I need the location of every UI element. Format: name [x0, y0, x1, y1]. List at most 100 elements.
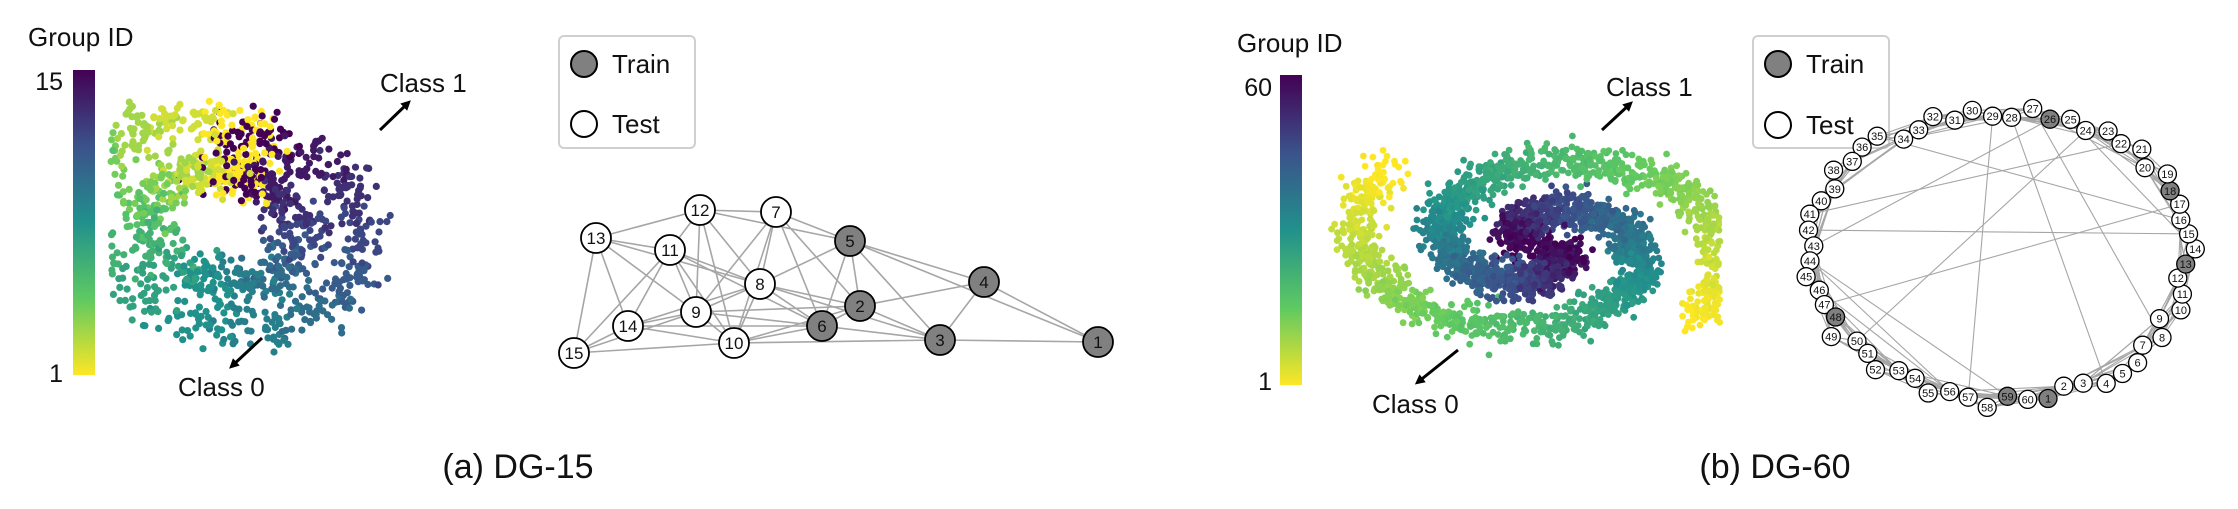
- graph-node-label: 10: [2175, 305, 2187, 317]
- scatter-point: [1397, 178, 1404, 185]
- scatter-point: [263, 200, 270, 207]
- scatter-point: [1711, 307, 1718, 314]
- scatter-point: [150, 113, 157, 120]
- scatter-point: [192, 275, 199, 282]
- scatter-point: [1445, 245, 1452, 252]
- scatter-point: [163, 287, 170, 294]
- scatter-point: [114, 191, 121, 198]
- scatter-point: [249, 268, 256, 275]
- scatter-point: [1430, 213, 1437, 220]
- scatter-point: [118, 163, 125, 170]
- graph-node-label: 60: [2022, 394, 2034, 406]
- legend-train-marker-b: [1765, 51, 1791, 77]
- scatter-point: [1640, 247, 1647, 254]
- scatter-point: [215, 166, 222, 173]
- scatter-point: [283, 171, 290, 178]
- scatter-point: [359, 277, 366, 284]
- scatter-point: [1543, 218, 1550, 225]
- scatter-point: [1577, 183, 1584, 190]
- scatter-point: [284, 148, 291, 155]
- scatter-point: [1674, 176, 1681, 183]
- scatter-point: [165, 317, 172, 324]
- scatter-point: [1682, 202, 1689, 209]
- scatter-point: [368, 219, 375, 226]
- scatter-point: [238, 255, 245, 262]
- scatter-point: [372, 249, 379, 256]
- scatter-point: [1508, 204, 1515, 211]
- scatter-point: [155, 325, 162, 332]
- scatter-point: [1558, 243, 1565, 250]
- scatter-point: [1376, 233, 1383, 240]
- scatter-point: [1485, 270, 1492, 277]
- scatter-point: [1643, 254, 1650, 261]
- scatter-point: [1507, 318, 1514, 325]
- scatter-point: [1703, 279, 1710, 286]
- scatter-point: [360, 267, 367, 274]
- scatter-point: [213, 191, 220, 198]
- scatter-point: [1499, 293, 1506, 300]
- scatter-point: [1518, 277, 1525, 284]
- scatter-point: [1434, 314, 1441, 321]
- graph-node-label: 19: [2161, 169, 2173, 181]
- scatter-point: [1683, 301, 1690, 308]
- class0-arrow-b: [1418, 350, 1458, 382]
- scatter-point: [1478, 254, 1485, 261]
- scatter-point: [1522, 229, 1529, 236]
- scatter-point: [1540, 328, 1547, 335]
- scatter-point: [1623, 205, 1630, 212]
- scatter-point: [1409, 287, 1416, 294]
- scatter-point: [1713, 247, 1720, 254]
- scatter-point: [274, 239, 281, 246]
- scatter-point: [133, 234, 140, 241]
- scatter-point: [1455, 247, 1462, 254]
- scatter-point: [182, 177, 189, 184]
- scatter-point: [1426, 190, 1433, 197]
- scatter-point: [1609, 208, 1616, 215]
- scatter-point: [1705, 203, 1712, 210]
- scatter-point: [338, 220, 345, 227]
- scatter-point: [1440, 250, 1447, 257]
- scatter-point: [1630, 299, 1637, 306]
- scatter-point: [230, 110, 237, 117]
- scatter-point: [181, 194, 188, 201]
- scatter-point: [134, 221, 141, 228]
- scatter-point: [154, 308, 161, 315]
- scatter-point: [1486, 171, 1493, 178]
- graph-node-label: 41: [1804, 209, 1816, 221]
- scatter-point: [1458, 326, 1465, 333]
- scatter-point: [1547, 289, 1554, 296]
- scatter-point: [171, 255, 178, 262]
- scatter-point: [1376, 189, 1383, 196]
- legend-test-label-b: Test: [1806, 110, 1854, 140]
- scatter-point: [1457, 238, 1464, 245]
- scatter-point: [1470, 307, 1477, 314]
- scatter-point: [1567, 221, 1574, 228]
- scatter-point: [1648, 157, 1655, 164]
- scatter-point: [1466, 341, 1473, 348]
- scatter-point: [316, 172, 323, 179]
- scatter-point: [170, 284, 177, 291]
- scatter-point: [1648, 242, 1655, 249]
- scatter-point: [286, 291, 293, 298]
- scatter-point: [1531, 327, 1538, 334]
- scatter-point: [1586, 155, 1593, 162]
- scatter-point: [1577, 306, 1584, 313]
- scatter-point: [1515, 308, 1522, 315]
- caption-a: (a) DG-15: [442, 448, 593, 486]
- scatter-point: [189, 125, 196, 132]
- scatter-point: [1451, 212, 1458, 219]
- panel-b: Group ID 60 1 Class 1 Class 0 Train Test…: [1237, 28, 2204, 486]
- scatter-point: [287, 222, 294, 229]
- scatter-point: [325, 241, 332, 248]
- scatter-point: [240, 176, 247, 183]
- scatter-point: [272, 314, 279, 321]
- scatter-point: [1579, 193, 1586, 200]
- scatter-point: [147, 178, 154, 185]
- scatter-point: [264, 334, 271, 341]
- scatter-point: [129, 103, 136, 110]
- scatter-point: [338, 260, 345, 267]
- scatter-point: [196, 304, 203, 311]
- scatter-point: [1550, 250, 1557, 257]
- scatter-point: [305, 277, 312, 284]
